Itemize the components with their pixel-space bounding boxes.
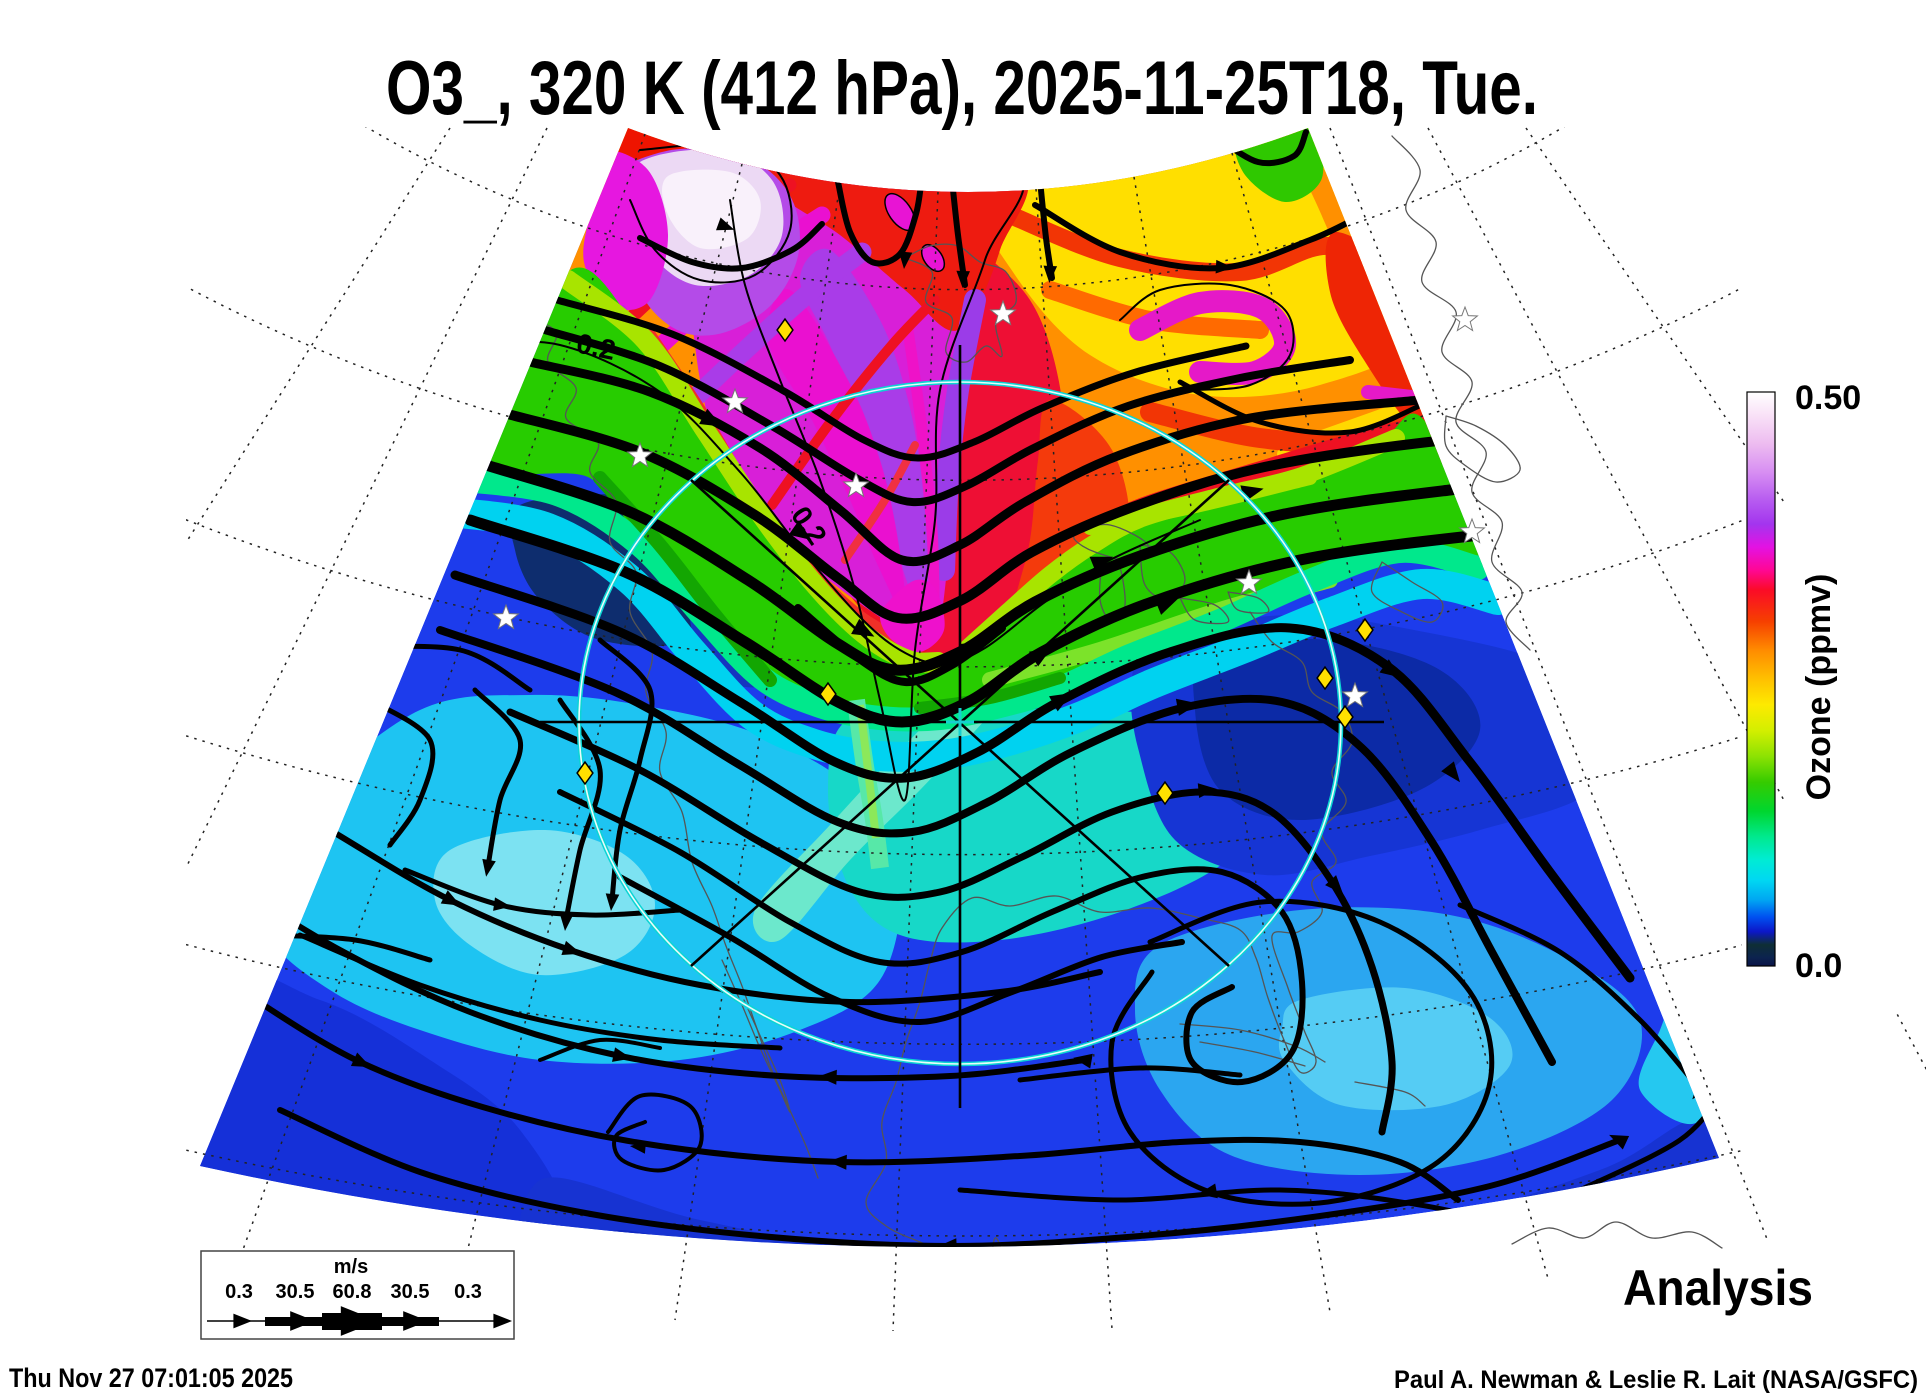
svg-text:Thu Nov 27 07:01:05 2025: Thu Nov 27 07:01:05 2025 bbox=[9, 1363, 293, 1393]
svg-text:30.5: 30.5 bbox=[276, 1281, 315, 1303]
svg-text:0.3: 0.3 bbox=[454, 1281, 482, 1303]
svg-text:m/s: m/s bbox=[334, 1256, 368, 1278]
svg-text:60.8: 60.8 bbox=[333, 1281, 372, 1303]
svg-text:0.50: 0.50 bbox=[1795, 379, 1861, 417]
svg-text:Paul A. Newman & Leslie R. Lai: Paul A. Newman & Leslie R. Lait (NASA/GS… bbox=[1394, 1366, 1918, 1394]
svg-text:30.5: 30.5 bbox=[391, 1281, 430, 1303]
svg-text:O3_, 320 K (412 hPa), 2025-11-: O3_, 320 K (412 hPa), 2025-11-25T18, Tue… bbox=[386, 46, 1538, 131]
svg-text:0.0: 0.0 bbox=[1795, 947, 1842, 985]
svg-text:Ozone (ppmv): Ozone (ppmv) bbox=[1800, 574, 1838, 801]
svg-text:Analysis: Analysis bbox=[1623, 1260, 1813, 1316]
svg-text:0.3: 0.3 bbox=[225, 1281, 253, 1303]
